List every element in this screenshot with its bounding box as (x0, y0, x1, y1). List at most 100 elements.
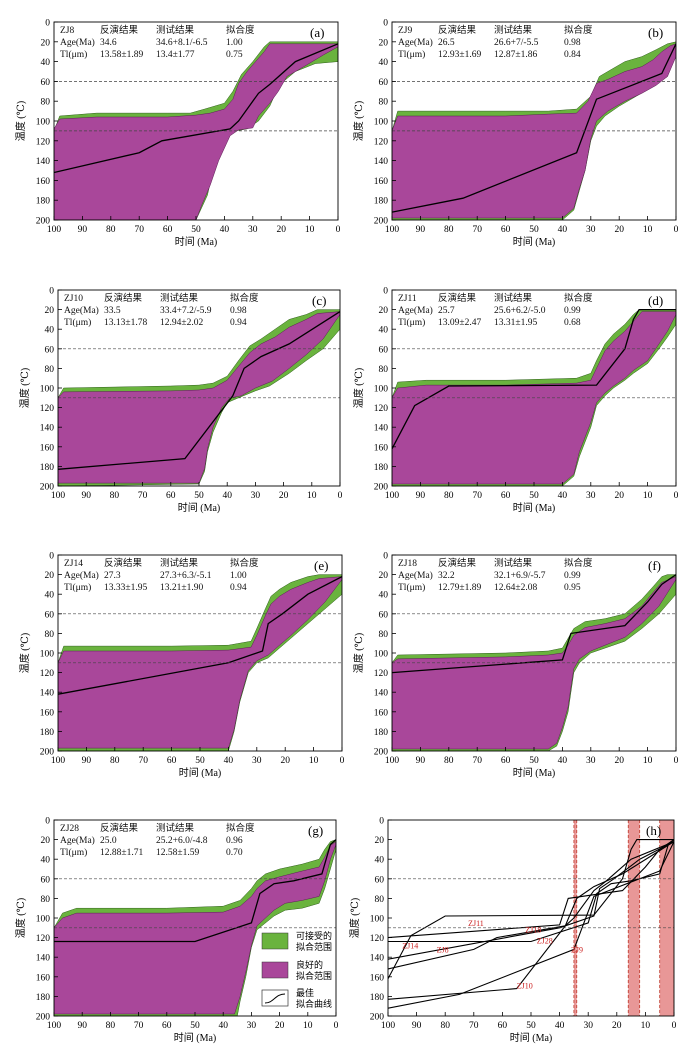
x-tick-label: 20 (280, 756, 290, 766)
y-tick-label: 140 (374, 689, 389, 699)
header-measured: 测试结果 (494, 24, 533, 36)
y-tick-label: 60 (379, 78, 389, 88)
tl-measured: 13.21±1.90 (160, 583, 203, 593)
header-measured: 测试结果 (160, 557, 199, 569)
header-measured: 测试结果 (494, 557, 533, 569)
y-tick-label: 100 (374, 385, 389, 395)
x-tick-label: 70 (134, 1021, 144, 1031)
sample-name: ZJ14 (64, 559, 83, 569)
sample-name: ZJ10 (64, 294, 83, 304)
age-fit: 0.99 (564, 571, 581, 581)
header-fit: 拟合度 (564, 292, 593, 304)
tl-fit: 0.84 (564, 50, 581, 60)
header-measured: 测试结果 (156, 822, 195, 834)
x-tick-label: 60 (166, 491, 176, 501)
curve-label-zj18: ZJ18 (525, 926, 541, 935)
panel-a: 100 90 80 70 60 50 40 30 20 10 0020406080100120140… (14, 19, 341, 249)
age-inversion: 33.5 (104, 306, 121, 316)
row-tl-label: Tl(μm) (398, 317, 425, 328)
y-tick-label: 40 (379, 591, 389, 601)
good-fit-region (54, 43, 338, 220)
age-inversion: 25.0 (100, 836, 117, 846)
y-tick-label: 60 (41, 875, 51, 885)
age-measured: 32.1+6.9/-5.7 (494, 571, 546, 581)
y-tick-label: 160 (374, 443, 389, 453)
panel-label: (d) (648, 293, 663, 308)
sample-name: ZJ18 (398, 559, 417, 569)
x-tick-label: 20 (276, 225, 286, 235)
x-tick-label: 70 (138, 756, 148, 766)
x-tick-label: 50 (190, 1021, 200, 1031)
y-tick-label: 20 (379, 571, 389, 581)
x-tick-label: 100 (381, 1021, 396, 1031)
y-tick-label: 200 (374, 748, 389, 758)
x-tick-label: 100 (51, 491, 66, 501)
x-tick-label: 30 (586, 756, 596, 766)
x-tick-label: 40 (220, 225, 230, 235)
x-tick-label: 10 (641, 1021, 651, 1031)
x-tick-label: 90 (77, 1021, 87, 1031)
best-fit-curve (392, 574, 676, 674)
y-tick-label: 100 (374, 650, 389, 660)
y-tick-label: 0 (49, 287, 54, 297)
y-tick-label: 200 (370, 1013, 385, 1023)
plot-area (388, 820, 674, 1016)
panel-e: 100 90 80 70 60 50 40 30 20 10 0020406080100120140… (18, 552, 345, 780)
x-axis-label: 时间 (Ma) (175, 235, 218, 248)
y-tick-label: 0 (45, 817, 50, 827)
header-measured: 测试结果 (160, 292, 199, 304)
curve-label-zj9: ZJ9 (571, 945, 583, 954)
header-inversion: 反演结果 (438, 292, 477, 304)
curve-zj8 (388, 841, 674, 970)
x-tick-label: 20 (614, 756, 624, 766)
y-tick-label: 180 (36, 197, 51, 207)
tl-measured: 13.4±1.77 (156, 50, 195, 60)
y-tick-label: 60 (375, 875, 385, 885)
age-measured: 25.6+6.2/-5.0 (494, 306, 546, 316)
x-tick-label: 40 (558, 225, 568, 235)
y-tick-label: 140 (36, 157, 51, 167)
y-tick-label: 40 (375, 856, 385, 866)
x-tick-label: 60 (501, 756, 511, 766)
x-tick-label: 80 (110, 756, 120, 766)
y-tick-label: 140 (36, 954, 51, 964)
x-tick-label: 0 (340, 756, 345, 766)
x-tick-label: 50 (195, 756, 205, 766)
y-tick-label: 200 (374, 483, 389, 493)
panel-label: (f) (648, 558, 661, 573)
tl-measured: 12.87±1.86 (494, 50, 537, 60)
x-tick-label: 20 (279, 491, 289, 501)
y-axis-label: 温度 (℃) (14, 898, 27, 938)
x-tick-label: 10 (643, 756, 653, 766)
x-tick-label: 80 (444, 491, 454, 501)
tl-inversion: 12.93±1.69 (438, 50, 481, 60)
panel-label: (e) (314, 558, 328, 573)
x-tick-label: 60 (167, 756, 177, 766)
x-tick-label: 90 (81, 491, 91, 501)
age-measured: 26.6+7/-5.5 (494, 38, 539, 48)
y-tick-label: 180 (36, 993, 51, 1003)
tl-fit: 0.95 (564, 583, 581, 593)
x-tick-label: 0 (338, 491, 343, 501)
x-tick-label: 70 (472, 756, 482, 766)
row-tl-label: Tl(μm) (398, 582, 425, 593)
x-tick-label: 20 (612, 1021, 622, 1031)
x-tick-label: 10 (643, 225, 653, 235)
tl-fit: 0.70 (226, 848, 243, 858)
x-tick-label: 0 (336, 225, 341, 235)
x-tick-label: 30 (586, 491, 596, 501)
x-tick-label: 60 (498, 1021, 508, 1031)
age-measured: 33.4+7.2/-5.9 (160, 306, 212, 316)
x-tick-label: 40 (558, 756, 568, 766)
x-tick-label: 10 (305, 225, 315, 235)
x-tick-label: 40 (218, 1021, 228, 1031)
panel-label: (b) (648, 25, 663, 40)
x-tick-label: 30 (248, 225, 258, 235)
sample-name: ZJ28 (60, 824, 79, 834)
y-tick-label: 80 (375, 895, 385, 905)
y-tick-label: 40 (41, 58, 51, 68)
age-fit: 0.98 (230, 306, 247, 316)
x-tick-label: 90 (416, 756, 426, 766)
x-axis-label: 时间 (Ma) (513, 501, 556, 514)
